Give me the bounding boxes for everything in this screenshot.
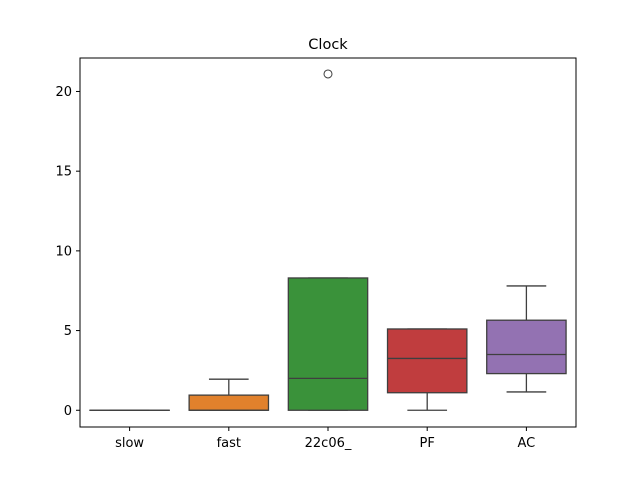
x-tick-label: fast — [217, 436, 241, 451]
x-tick-label: AC — [518, 436, 536, 451]
box-group-3 — [386, 328, 468, 411]
outlier-point — [323, 69, 333, 79]
x-tick-label: PF — [420, 436, 435, 451]
y-tick-label: 20 — [55, 85, 72, 100]
x-tick-label: 22c06_ — [305, 436, 352, 451]
y-axis: 0 5 10 15 20 — [55, 85, 80, 419]
box-iqr — [287, 277, 369, 411]
box-group-4 — [486, 285, 567, 393]
box-group-2 — [287, 69, 369, 411]
box-group-1 — [188, 378, 270, 411]
x-axis: slow fast 22c06_ PF AC — [115, 427, 535, 451]
plot-frame — [79, 57, 577, 428]
box-iqr — [486, 319, 567, 375]
y-tick-label: 15 — [55, 165, 72, 180]
boxes-layer — [89, 69, 567, 411]
y-tick-label: 0 — [64, 404, 72, 419]
y-tick-label: 5 — [64, 324, 72, 339]
box-iqr — [386, 328, 468, 394]
box-iqr — [188, 394, 270, 411]
y-tick-label: 10 — [55, 244, 72, 259]
chart-title: Clock — [308, 37, 348, 53]
x-tick-label: slow — [115, 436, 144, 451]
